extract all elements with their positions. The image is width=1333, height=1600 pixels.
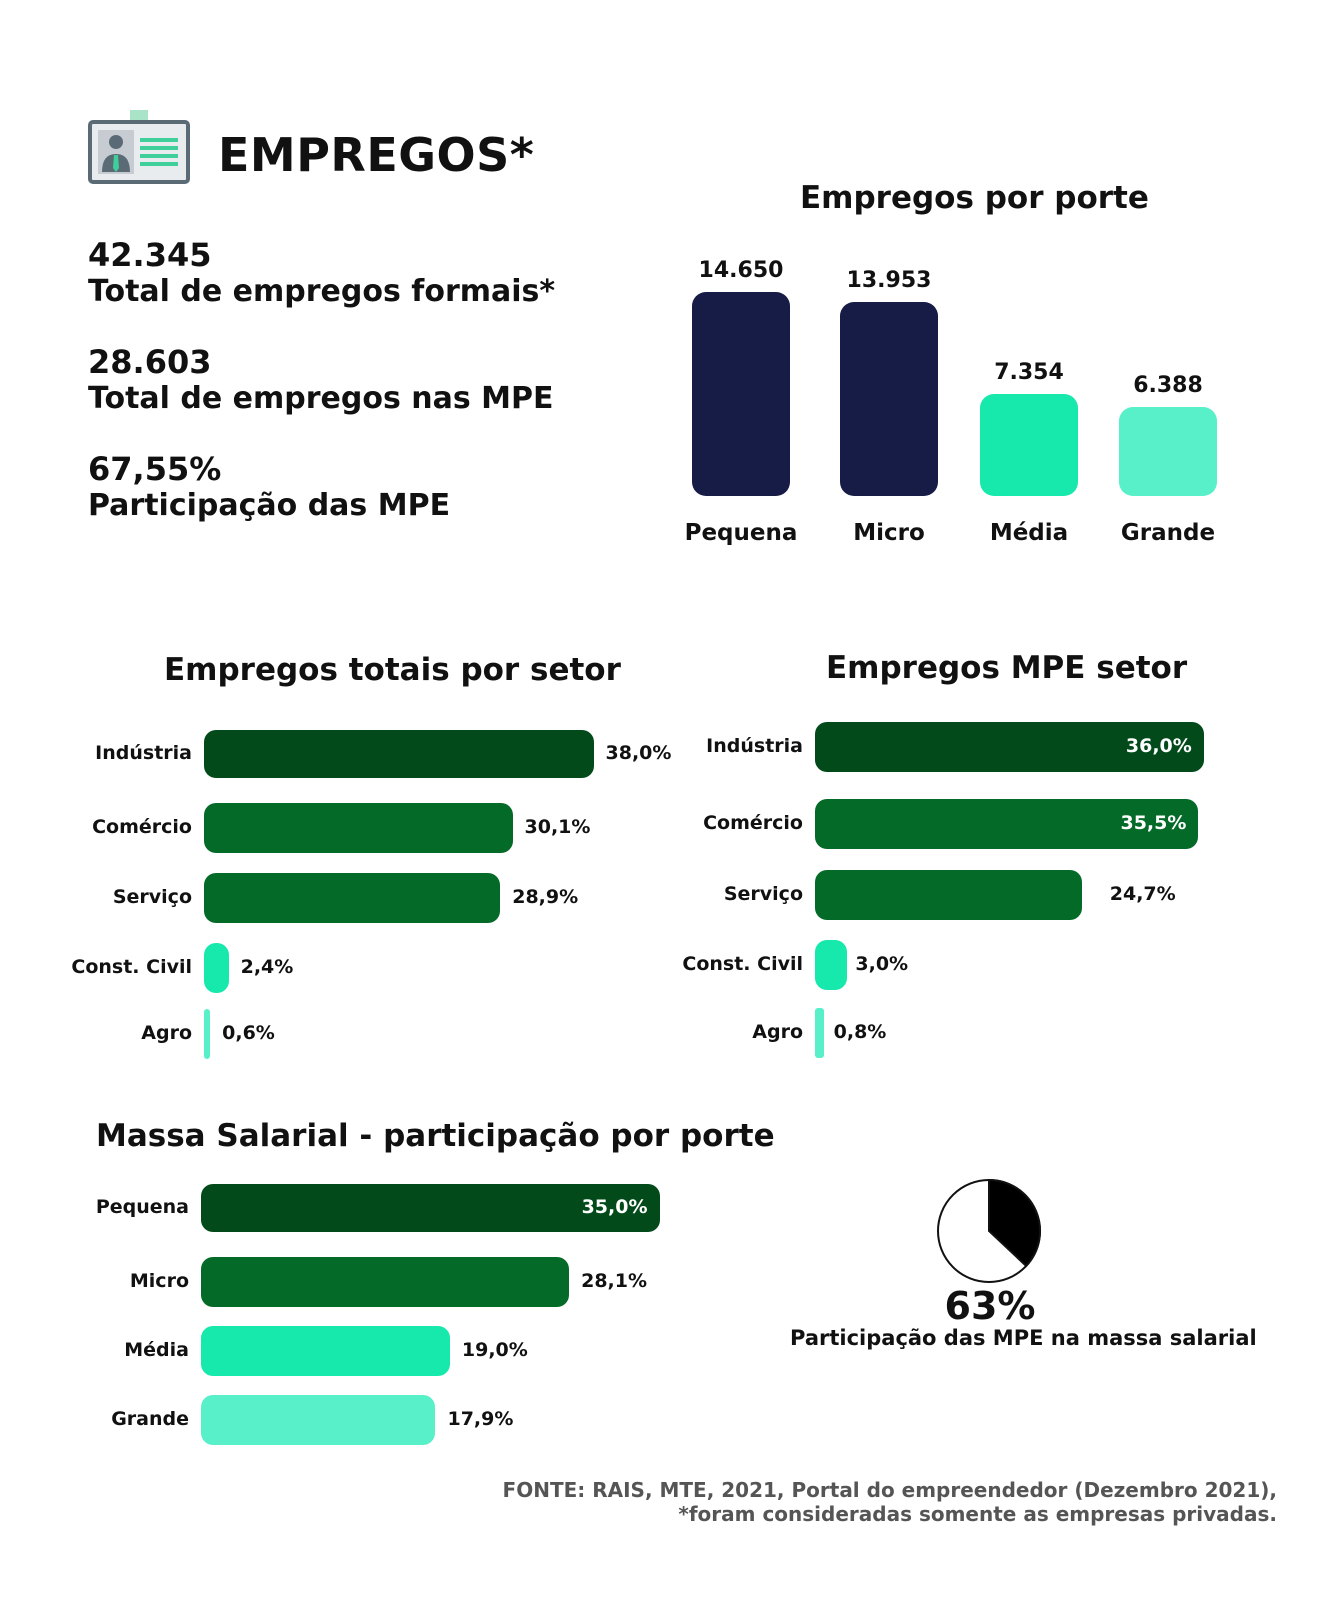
bar-grande [201, 1395, 435, 1445]
bar-agro [815, 1008, 824, 1058]
bar-category-label: Serviço [603, 883, 803, 905]
bar-category-label: Const. Civil [603, 953, 803, 975]
bar-category-label: Indústria [603, 735, 803, 757]
bar-média [201, 1326, 450, 1376]
pie-chart-massa-mpe [934, 1176, 1044, 1286]
stat-total-empregos: 42.345 Total de empregos formais* [88, 236, 555, 309]
bar-const-civil [815, 940, 847, 990]
bar-média [980, 394, 1078, 496]
bar-value-label: 2,4% [241, 956, 294, 978]
bar-category-label: Agro [0, 1022, 192, 1044]
pie-value-label: 63% [940, 1284, 1040, 1328]
bar-micro [201, 1257, 569, 1307]
stat-label: Total de empregos nas MPE [88, 381, 554, 416]
bar-category-label: Const. Civil [0, 956, 192, 978]
bar-indústria [204, 730, 594, 778]
bar-category-label: Média [949, 520, 1109, 546]
stat-value: 28.603 [88, 343, 554, 381]
bar-value-label: 28,1% [581, 1270, 647, 1292]
bar-serviço [204, 873, 500, 923]
bar-value-label: 6.388 [1098, 373, 1238, 398]
bar-category-label: Comércio [603, 812, 803, 834]
stat-label: Total de empregos formais* [88, 274, 555, 309]
bar-comércio [204, 803, 513, 853]
bar-category-label: Micro [809, 520, 969, 546]
source-line-1: FONTE: RAIS, MTE, 2021, Portal do empree… [503, 1478, 1277, 1502]
chart-title-setor-total: Empregos totais por setor [164, 652, 621, 688]
bar-category-label: Comércio [0, 816, 192, 838]
bar-pequena [201, 1184, 660, 1232]
bar-agro [204, 1009, 210, 1059]
bar-value-label: 3,0% [855, 953, 908, 975]
bar-value-label: 17,9% [447, 1408, 513, 1430]
bar-const-civil [204, 943, 229, 993]
bar-value-label: 24,7% [1110, 883, 1176, 905]
bar-indústria [815, 722, 1204, 772]
bar-value-label: 7.354 [959, 360, 1099, 385]
bar-pequena [692, 292, 790, 496]
employee-badge-icon [88, 110, 190, 184]
bar-category-label: Indústria [0, 742, 192, 764]
bar-category-label: Média [0, 1339, 189, 1361]
source-line-2: *foram consideradas somente as empresas … [503, 1502, 1277, 1526]
bar-value-label: 13.953 [819, 268, 959, 293]
bar-category-label: Agro [603, 1021, 803, 1043]
bar-value-label: 36,0% [1114, 735, 1192, 757]
bar-value-label: 38,0% [606, 742, 672, 764]
bar-category-label: Pequena [0, 1196, 189, 1218]
bar-value-label: 30,1% [525, 816, 591, 838]
bar-category-label: Serviço [0, 886, 192, 908]
page-title: EMPREGOS* [218, 128, 534, 182]
stat-label: Participação das MPE [88, 488, 450, 523]
stat-participacao-mpe: 67,55% Participação das MPE [88, 450, 450, 523]
bar-value-label: 14.650 [671, 258, 811, 283]
bar-value-label: 19,0% [462, 1339, 528, 1361]
bar-value-label: 28,9% [512, 886, 578, 908]
stat-value: 42.345 [88, 236, 555, 274]
bar-value-label: 35,0% [570, 1196, 648, 1218]
stat-value: 67,55% [88, 450, 450, 488]
chart-title-setor-mpe: Empregos MPE setor [826, 650, 1187, 686]
pie-caption: Participação das MPE na massa salarial [790, 1326, 1190, 1350]
bar-category-label: Grande [0, 1408, 189, 1430]
stat-empregos-mpe: 28.603 Total de empregos nas MPE [88, 343, 554, 416]
bar-value-label: 0,6% [222, 1022, 275, 1044]
bar-value-label: 35,5% [1108, 812, 1186, 834]
bar-serviço [815, 870, 1082, 920]
bar-value-label: 0,8% [834, 1021, 887, 1043]
source-note: FONTE: RAIS, MTE, 2021, Portal do empree… [503, 1478, 1277, 1526]
bar-category-label: Pequena [661, 520, 821, 546]
bar-category-label: Micro [0, 1270, 189, 1292]
chart-title-massa: Massa Salarial - participação por porte [96, 1118, 775, 1154]
bar-category-label: Grande [1088, 520, 1248, 546]
chart-title-porte: Empregos por porte [800, 180, 1149, 216]
bar-grande [1119, 407, 1217, 496]
bar-comércio [815, 799, 1198, 849]
bar-micro [840, 302, 938, 496]
